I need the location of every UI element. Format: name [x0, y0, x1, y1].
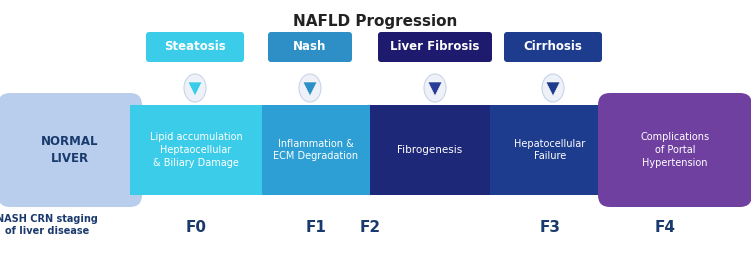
FancyBboxPatch shape — [598, 93, 751, 207]
Text: Liver Fibrosis: Liver Fibrosis — [391, 41, 480, 54]
FancyBboxPatch shape — [146, 32, 244, 62]
Text: NORMAL
LIVER: NORMAL LIVER — [41, 135, 98, 165]
Text: Nash: Nash — [294, 41, 327, 54]
Bar — [490, 105, 611, 195]
FancyBboxPatch shape — [378, 32, 492, 62]
Bar — [130, 105, 263, 195]
Text: Inflammation &
ECM Degradation: Inflammation & ECM Degradation — [273, 139, 358, 161]
Bar — [610, 105, 728, 195]
Text: F3: F3 — [539, 220, 560, 236]
Text: Complications
of Portal
Hypertension: Complications of Portal Hypertension — [641, 132, 710, 168]
Ellipse shape — [542, 74, 564, 102]
Text: Steatosis: Steatosis — [164, 41, 226, 54]
Polygon shape — [428, 82, 442, 96]
Text: NASH CRN staging
of liver disease: NASH CRN staging of liver disease — [0, 214, 98, 236]
Text: Lipid accumulation
Heptaocellular
& Biliary Damage: Lipid accumulation Heptaocellular & Bili… — [149, 132, 243, 168]
Ellipse shape — [424, 74, 446, 102]
Text: F1: F1 — [306, 220, 327, 236]
FancyBboxPatch shape — [504, 32, 602, 62]
Text: NAFLD Progression: NAFLD Progression — [294, 14, 457, 29]
Text: Fibrogenesis: Fibrogenesis — [397, 145, 463, 155]
Text: F2: F2 — [360, 220, 381, 236]
Bar — [370, 105, 491, 195]
Bar — [22, 105, 132, 195]
Ellipse shape — [299, 74, 321, 102]
Text: Cirrhosis: Cirrhosis — [523, 41, 583, 54]
Text: Hepatocellular
Failure: Hepatocellular Failure — [514, 139, 586, 161]
FancyBboxPatch shape — [0, 93, 142, 207]
Text: F4: F4 — [655, 220, 675, 236]
FancyBboxPatch shape — [268, 32, 352, 62]
Polygon shape — [546, 82, 560, 96]
Polygon shape — [303, 82, 317, 96]
Text: F0: F0 — [185, 220, 207, 236]
Polygon shape — [188, 82, 202, 96]
Bar — [262, 105, 371, 195]
Ellipse shape — [184, 74, 206, 102]
